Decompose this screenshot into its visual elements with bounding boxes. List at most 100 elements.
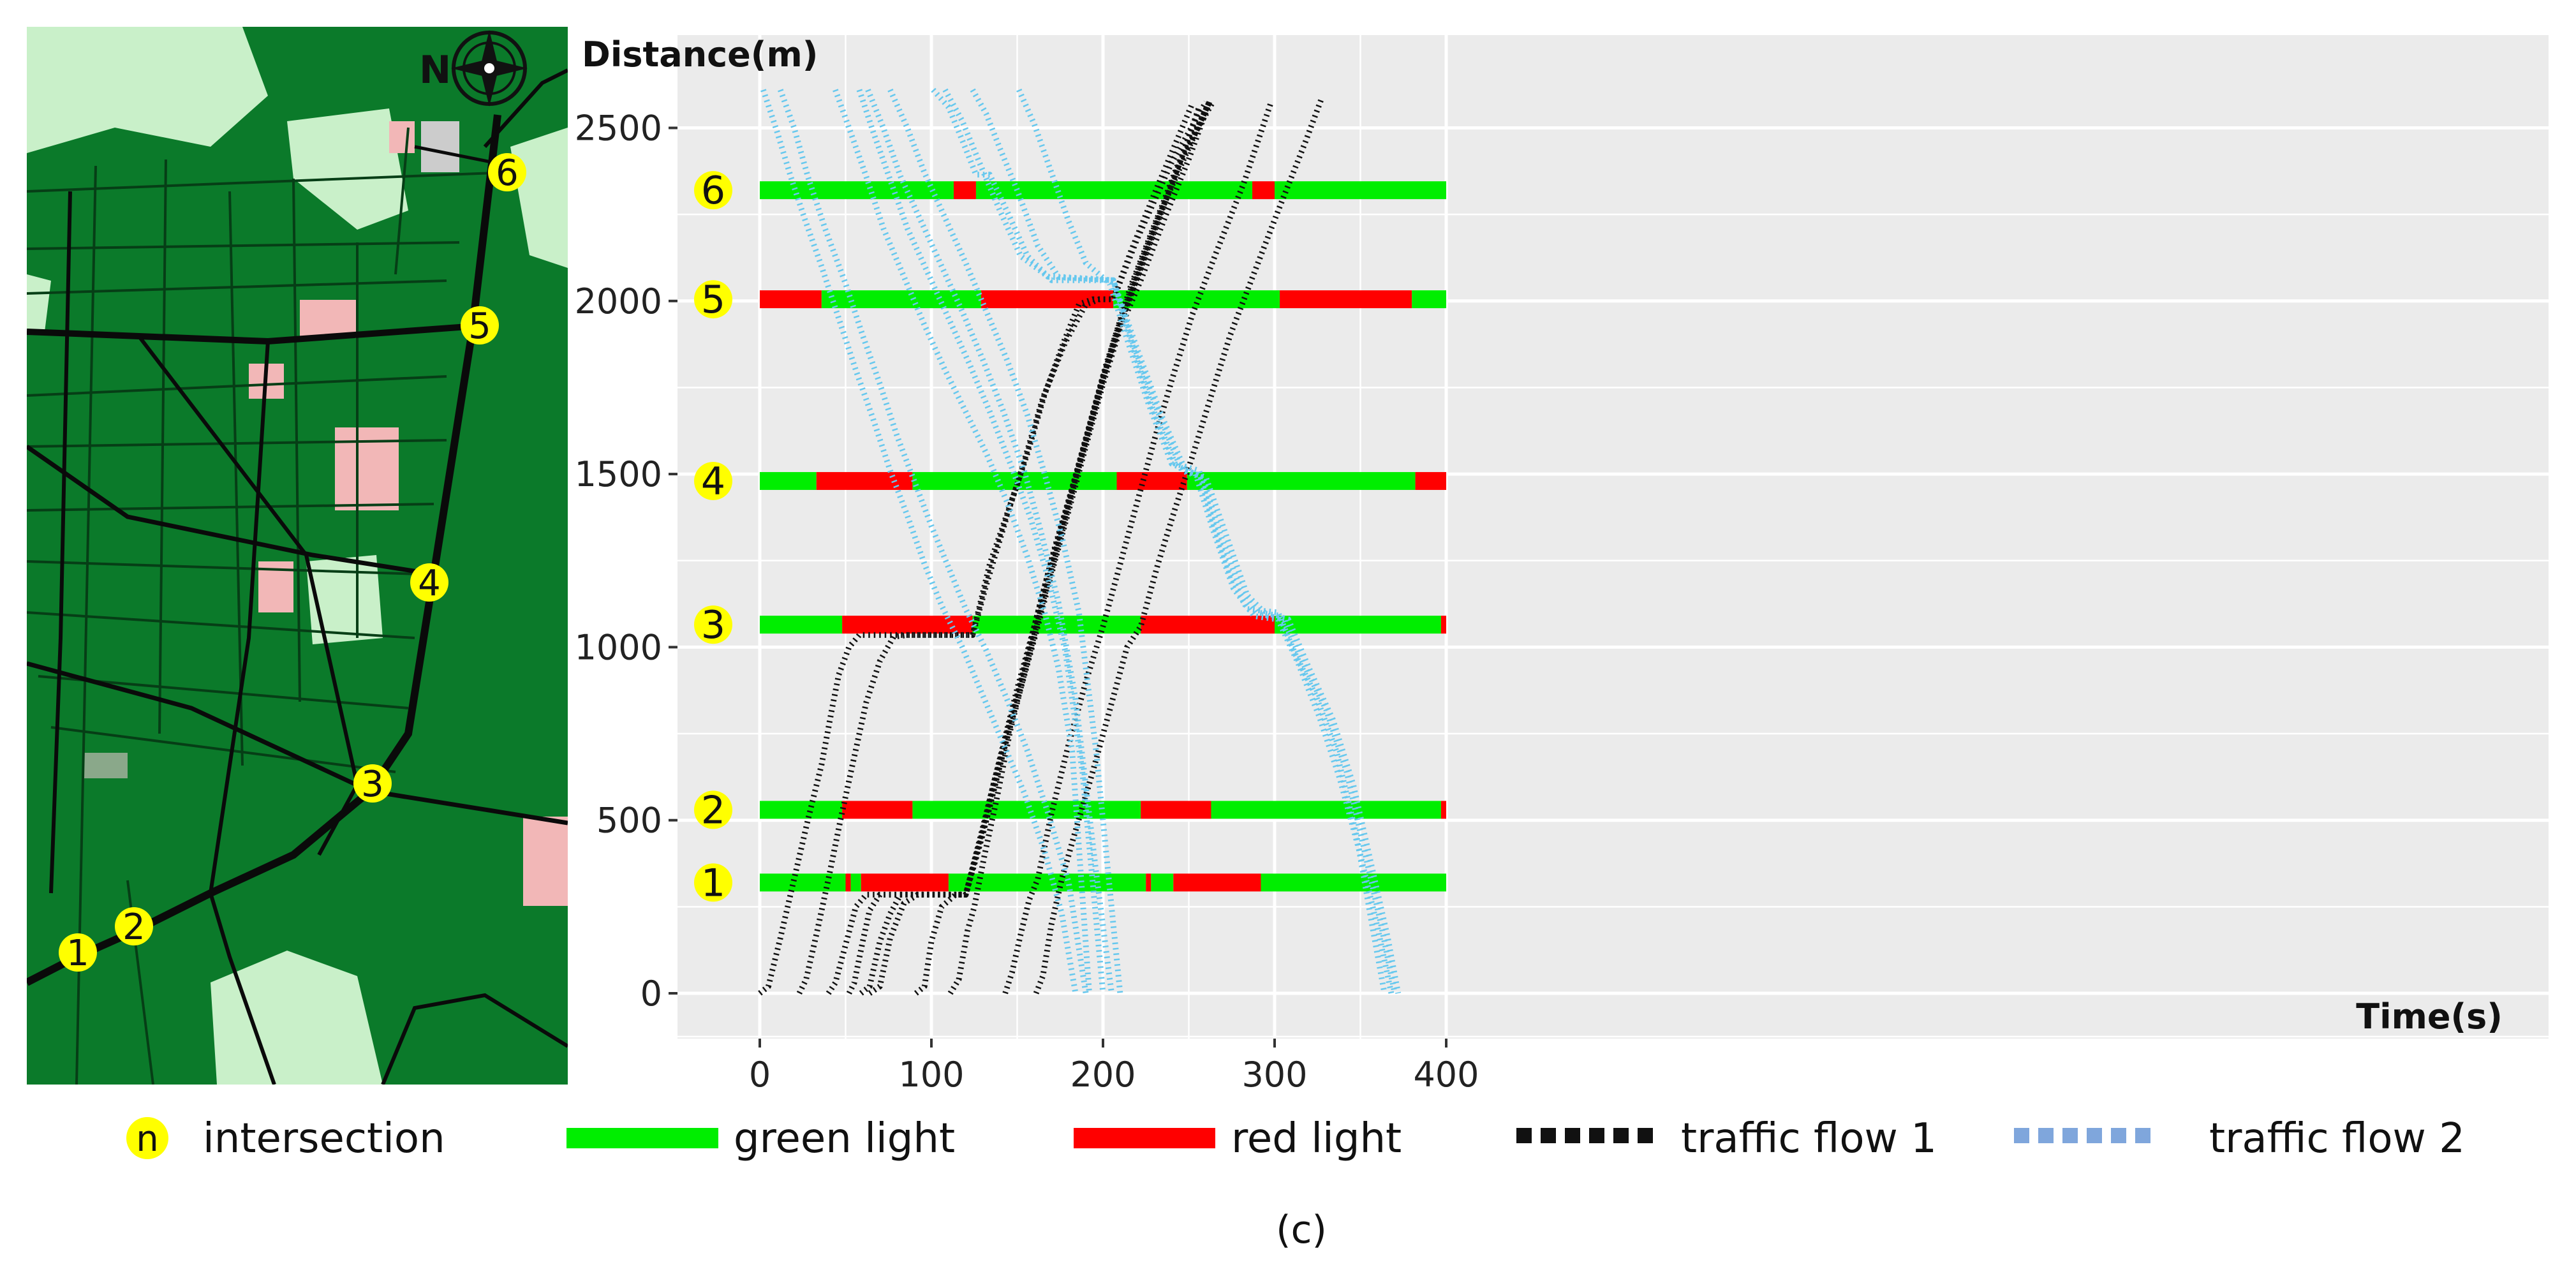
park-area [287,108,408,230]
map-intersection-label: 5 [468,306,491,347]
map-intersection-1 [59,933,97,972]
signal-phase-red [1141,616,1275,634]
intersection-marker-label: 2 [701,788,725,833]
y-tick-label: 0 [640,974,662,1014]
signal-phase-green [760,471,817,490]
axes: 0 100 200 300 400 0 500 1000 1500 2000 2500 [575,108,1479,1095]
flow2-trajectory [856,89,1106,994]
plot-background [677,35,2549,1039]
signal-phase-red [1440,616,1446,634]
x-tick-label: 100 [898,1055,964,1095]
signal-phase-green [1412,290,1446,309]
park-area [211,951,383,1085]
legend-intersection-marker [126,1117,168,1159]
signal-phase-red [845,873,851,892]
signal-phase-green [760,616,843,634]
signal-phase-red [861,873,949,892]
intersection-marker-2 [694,790,732,829]
signal-phase-green [912,471,1117,490]
map-intersection-label: 4 [418,563,441,604]
building [523,817,568,906]
intersection-marker-label: 5 [701,278,725,322]
legend-flow2-swatch [2014,1128,2150,1143]
x-axis-label: Time(s) [2356,996,2503,1037]
map-intersection-5 [461,306,499,344]
building [83,753,128,778]
signal-phase-green [850,873,861,892]
park-area [27,274,51,332]
intersection-marker-label: 6 [701,168,725,213]
building [389,121,415,153]
signal-phase-red [981,290,1114,309]
signal-phase-green [975,181,1253,200]
signal-phase-green [1113,290,1280,309]
signal-phase-red [1173,873,1261,892]
map-intersection-2 [115,907,153,945]
flow1-trajectory [868,100,1216,996]
park-area [306,555,383,644]
intersection-marker-6 [694,171,732,210]
park-area [27,27,268,153]
park-area [510,128,568,268]
legend-intersection-label: intersection [203,1115,445,1162]
signal-phase-green [972,616,1141,634]
map-intersection-label: 2 [122,907,145,948]
signal-phase-green [948,873,1146,892]
signal-phase-red [1280,290,1412,309]
y-axis-label: Distance(m) [582,34,818,75]
signal-phase-red [816,471,913,490]
map-intersection-6 [488,153,526,191]
y-tick-label: 1000 [575,627,662,667]
signal-phase-green [1275,181,1446,200]
intersection-marker-label: 1 [701,861,725,905]
signal-phase-red [1252,181,1275,200]
signal-phase-green [1211,801,1441,819]
flow1-trajectory [1002,101,1274,995]
main-roads [27,68,568,1085]
legend-green-label: green light [734,1115,955,1162]
signal-phase-red [953,181,976,200]
signal-phase-green [760,181,954,200]
intersection-marker-1 [694,863,732,902]
legend-flow1-label: traffic flow 1 [1681,1115,1937,1162]
signal-phase-red [842,616,973,634]
map-intersection-label: 6 [496,152,519,194]
flow1-trajectory [1033,99,1324,995]
y-tick-label: 500 [596,801,662,841]
trajectories [758,87,1402,996]
intersection-marker-4 [694,461,732,500]
signal-phase-red [1440,801,1446,819]
flow2-trajectory [931,87,1388,994]
y-tick-label: 2500 [575,108,662,149]
x-tick-label: 200 [1070,1055,1136,1095]
signal-phase-red [1141,801,1211,819]
signal-phase-green [1275,616,1441,634]
map-intersection-label: 1 [66,933,89,974]
x-tick-label: 400 [1413,1055,1479,1095]
compass-icon [451,30,528,107]
flow2-trajectory [833,89,1092,994]
intersection-marker-3 [694,605,732,644]
time-space-chart: 0 100 200 300 400 0 500 1000 1500 2000 2500 1 2 3 4 5 6… [575,34,2549,1095]
signal-phase-red [1116,471,1187,490]
intersection-marker-5 [694,280,732,319]
minor-streets [27,127,511,1085]
signal-phase-green [760,801,843,819]
map-intersection-4 [410,563,448,602]
flow2-trajectory [778,89,1089,994]
signal-phase-bars [760,181,1446,892]
legend-flow2-label: traffic flow 2 [2209,1115,2465,1162]
signal-phase-red [842,801,913,819]
flow2-trajectory [865,89,1114,994]
intersection-marker-label: 4 [701,459,725,504]
signal-phase-green [1187,471,1416,490]
map-intersection-label: 3 [361,764,384,805]
legend-red-swatch [1074,1128,1215,1148]
flow1-trajectory [947,100,1212,995]
building [300,300,357,338]
signal-phase-green [1151,873,1174,892]
legend-intersection-symbol: n [136,1118,159,1160]
legend: n intersection green light red light tra… [126,1115,2465,1162]
signal-phase-red [1146,873,1151,892]
